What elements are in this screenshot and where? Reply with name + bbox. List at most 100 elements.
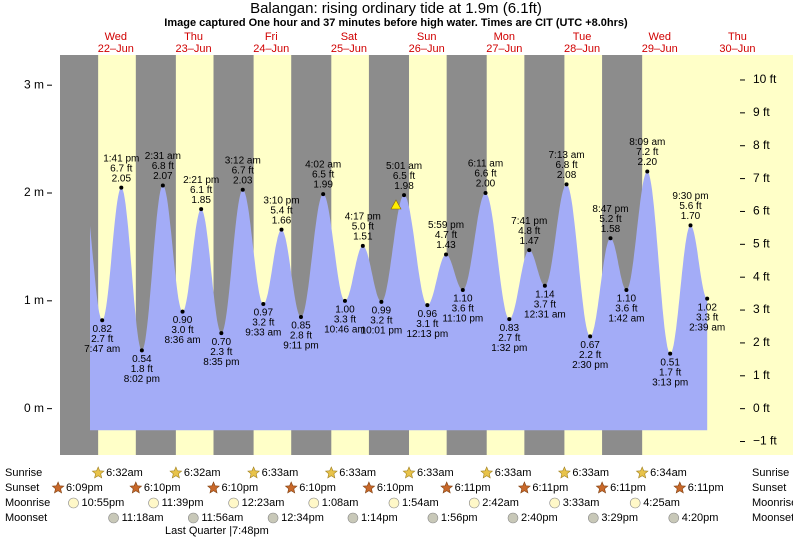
tide-label-time: 9:11 pm	[283, 341, 318, 352]
tide-point	[119, 185, 124, 190]
tide-label-ft: 3.6 ft	[452, 304, 474, 315]
tide-label-m: 2.03	[233, 175, 253, 186]
tide-label-ft: 5.2 ft	[599, 214, 621, 225]
tide-label-time: 8:02 pm	[124, 374, 160, 385]
sunrise-time: 6:33am	[417, 467, 454, 479]
y-tick-label: 0 m	[24, 401, 44, 415]
sunset-time: 6:11pm	[455, 482, 491, 494]
moonrise-time: 2:42am	[482, 497, 519, 509]
sun-icon	[207, 481, 220, 494]
moon-icon	[427, 512, 439, 524]
moonrise-time: 3:33am	[563, 497, 600, 509]
day-date: 23–Jun	[176, 43, 212, 55]
tide-label-time: 12:13 pm	[406, 329, 448, 340]
tide-label-ft: 6.5 ft	[312, 170, 334, 181]
moonrise-time: 4:25am	[643, 497, 680, 509]
tide-point	[705, 296, 710, 301]
tide-label-m: 1.43	[436, 240, 456, 251]
moon-icon	[228, 497, 239, 509]
tide-label-ft: 2.8 ft	[290, 331, 312, 342]
tide-point	[483, 191, 488, 196]
tide-label-time: 11:10 pm	[442, 314, 483, 325]
day-date: 28–Jun	[564, 43, 600, 55]
tide-label-ft: 6.8 ft	[555, 160, 577, 171]
sun-icon	[595, 481, 609, 494]
row-label: Moonrise	[752, 497, 793, 509]
tide-label-ft: 6.5 ft	[393, 171, 415, 182]
tide-point	[199, 207, 204, 212]
tide-label-m: 1.66	[272, 215, 292, 226]
tide-label-ft: 6.1 ft	[190, 185, 212, 196]
tide-point	[425, 303, 430, 308]
tide-label-m: 1.10	[617, 294, 637, 305]
tide-label-ft: 3.3 ft	[696, 312, 718, 323]
tide-label-m: 0.54	[132, 354, 152, 365]
y2-tick-label: −1 ft	[753, 434, 777, 448]
sunrise-time: 6:32am	[184, 467, 221, 479]
sunset-time: 6:11pm	[532, 482, 568, 494]
sunset-time: 6:11pm	[688, 482, 724, 494]
day-name: Wed	[649, 31, 671, 43]
tide-point	[219, 331, 224, 336]
moon-phase: Last Quarter |7:48pm	[165, 525, 269, 537]
y-tick-label: 1 m	[24, 293, 44, 307]
tide-point	[444, 252, 449, 257]
moon-icon	[308, 497, 320, 509]
tide-label-time: 9:33 am	[245, 328, 281, 339]
sun-icon	[557, 466, 571, 479]
moonrise-time: 1:08am	[322, 497, 359, 509]
tide-point	[298, 314, 303, 319]
tide-label-time: 8:47 pm	[592, 204, 628, 215]
tide-point	[379, 299, 384, 304]
tide-label-ft: 4.7 ft	[435, 230, 457, 241]
tide-point	[279, 227, 284, 232]
tide-point	[321, 192, 326, 197]
moon-icon	[148, 497, 159, 509]
tide-label-ft: 6.7 ft	[110, 163, 132, 174]
tide-label-m: 0.70	[212, 337, 232, 348]
tide-label-ft: 4.8 ft	[518, 226, 540, 237]
tide-point	[360, 243, 365, 248]
tide-label-time: 6:11 am	[468, 159, 503, 170]
sunrise-time: 6:33am	[572, 467, 609, 479]
sunrise-time: 6:33am	[495, 467, 532, 479]
tide-label-time: 8:36 am	[164, 335, 200, 346]
right-strip	[740, 55, 793, 455]
moon-icon	[588, 512, 599, 524]
moonset-time: 3:29pm	[601, 512, 638, 524]
sun-icon	[51, 481, 65, 494]
sun-icon	[362, 481, 376, 494]
tide-label-ft: 3.2 ft	[252, 318, 274, 329]
tide-point	[624, 288, 629, 293]
day-date: 25–Jun	[331, 43, 367, 55]
tide-label-time: 7:47 am	[84, 344, 120, 355]
tide-label-ft: 2.3 ft	[210, 347, 232, 358]
tide-label-time: 2:31 am	[145, 151, 181, 162]
sun-icon	[129, 481, 143, 494]
tide-label-ft: 3.0 ft	[171, 325, 193, 336]
row-label: Sunset	[5, 482, 39, 494]
moonrise-time: 1:54am	[402, 497, 439, 509]
tide-point	[588, 334, 593, 339]
moonset-time: 4:20pm	[682, 512, 719, 524]
tide-point	[342, 298, 347, 303]
sunset-time: 6:10pm	[144, 482, 181, 494]
day-date: 30–Jun	[719, 43, 755, 55]
moon-icon	[267, 512, 279, 524]
row-label: Moonrise	[5, 497, 50, 509]
day-name: Thu	[184, 31, 203, 43]
tide-label-time: 10:46 am	[324, 324, 366, 335]
tide-label-m: 1.58	[601, 224, 621, 235]
tide-label-ft: 7.2 ft	[636, 147, 658, 158]
y-tick-label: 2 m	[24, 185, 44, 199]
tide-label-m: 1.14	[535, 289, 555, 300]
tide-label-ft: 5.4 ft	[270, 205, 292, 216]
sun-icon	[440, 481, 454, 494]
tide-label-ft: 3.1 ft	[416, 319, 438, 330]
tide-label-m: 1.98	[394, 181, 414, 192]
sunset-time: 6:10pm	[299, 482, 336, 494]
tide-label-m: 1.10	[453, 294, 473, 305]
moon-icon	[347, 512, 359, 524]
moon-icon	[629, 497, 641, 509]
sunrise-time: 6:33am	[262, 467, 299, 479]
